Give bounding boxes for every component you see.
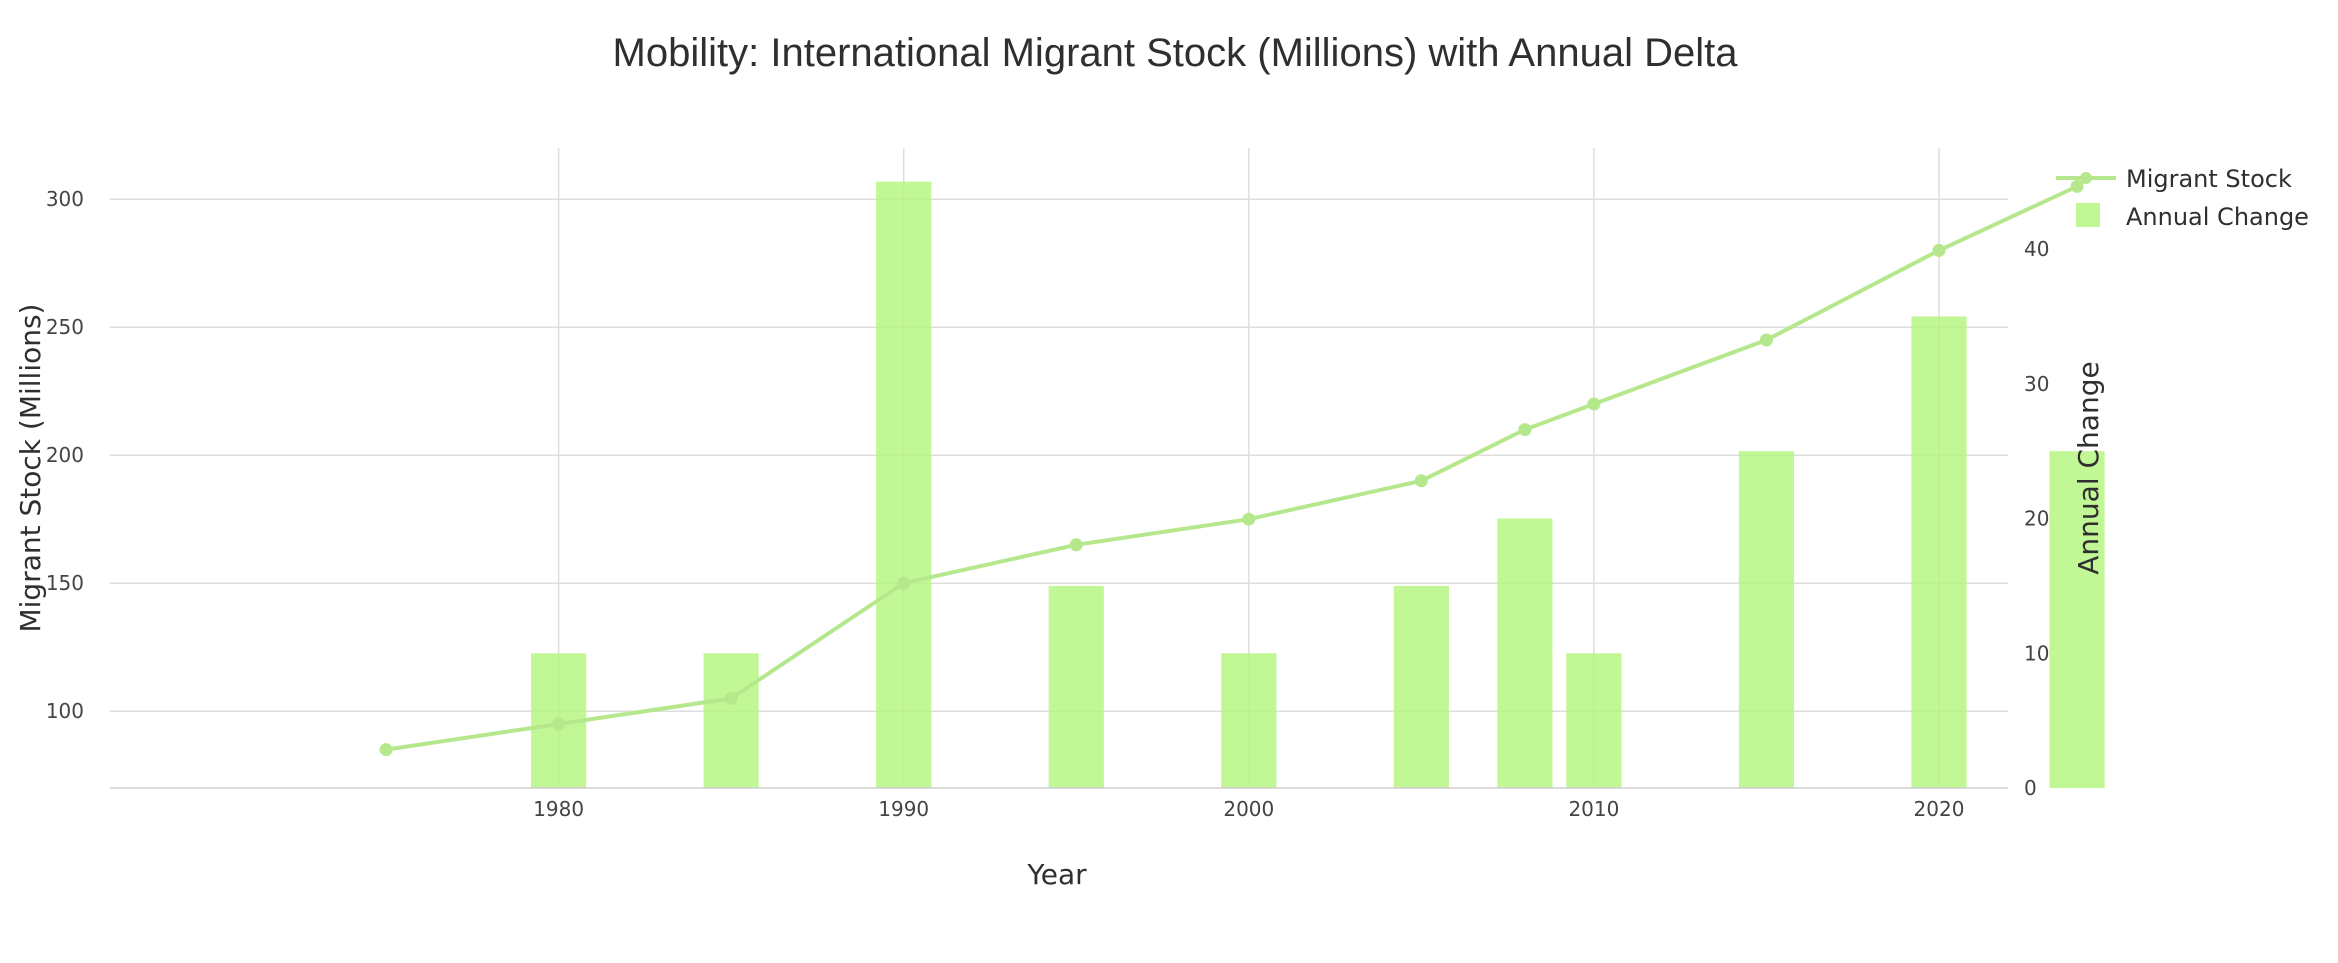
- bar-annual-change-2015[interactable]: [1738, 451, 1795, 788]
- point-migrant-stock-2015[interactable]: [1759, 333, 1773, 347]
- legend-marker-swatch: [2080, 172, 2092, 184]
- y2-tick-label: 10: [2024, 641, 2049, 665]
- y2-tick-label: 30: [2024, 372, 2049, 396]
- x-tick-label: 2010: [1568, 797, 1619, 821]
- line-series-migrant-stock: [379, 179, 2084, 757]
- point-migrant-stock-2020[interactable]: [1932, 243, 1946, 257]
- y-tick-label: 100: [46, 699, 84, 723]
- x-tick-label: 2020: [1914, 797, 1965, 821]
- bar-annual-change-2008[interactable]: [1497, 518, 1553, 788]
- point-migrant-stock-1985[interactable]: [724, 691, 738, 705]
- x-tick-label: 1990: [878, 797, 929, 821]
- bar-annual-change-2010[interactable]: [1566, 653, 1622, 788]
- y-tick-label: 250: [46, 315, 84, 339]
- legend-bar-swatch: [2076, 203, 2100, 227]
- bar-annual-change-2024[interactable]: [2049, 451, 2105, 788]
- legend-item-annual-change[interactable]: Annual Change: [2076, 203, 2309, 231]
- bar-annual-change-1990[interactable]: [876, 181, 932, 788]
- point-migrant-stock-1975[interactable]: [379, 743, 393, 757]
- point-migrant-stock-2008[interactable]: [1518, 423, 1532, 437]
- bar-series-annual-change: [531, 181, 2105, 788]
- x-tick-label: 2000: [1223, 797, 1274, 821]
- y-tick-label: 150: [46, 571, 84, 595]
- axes: 1980 1990 2000 2010 2020 100 150 200 250 300 0 10 20…: [46, 187, 2050, 821]
- bar-annual-change-1995[interactable]: [1048, 585, 1104, 788]
- y2-tick-label: 40: [2024, 237, 2049, 261]
- line-migrant-stock: [384, 184, 2080, 752]
- y-tick-label: 300: [46, 187, 84, 211]
- point-migrant-stock-1990[interactable]: [897, 576, 911, 590]
- bar-annual-change-2000[interactable]: [1221, 653, 1277, 788]
- y2-tick-label: 20: [2024, 507, 2049, 531]
- bar-annual-change-2020[interactable]: [1911, 316, 1967, 788]
- bar-annual-change-1985[interactable]: [703, 653, 759, 788]
- point-migrant-stock-2010[interactable]: [1587, 397, 1601, 411]
- y2-tick-label: 0: [2024, 776, 2037, 800]
- x-tick-label: 1980: [533, 797, 584, 821]
- x-axis-title: Year: [1026, 858, 1087, 891]
- legend-label-annual-change: Annual Change: [2126, 203, 2309, 231]
- point-migrant-stock-2005[interactable]: [1414, 474, 1428, 488]
- point-migrant-stock-2024[interactable]: [2070, 179, 2084, 193]
- y2-axis-title: Annual Change: [2072, 361, 2105, 574]
- point-migrant-stock-1980[interactable]: [552, 717, 566, 731]
- legend-label-migrant-stock: Migrant Stock: [2126, 165, 2292, 193]
- y-tick-label: 200: [46, 443, 84, 467]
- y-axis-title: Migrant Stock (Millions): [14, 304, 47, 633]
- point-migrant-stock-2000[interactable]: [1242, 512, 1256, 526]
- legend: Migrant Stock Annual Change: [2056, 165, 2309, 231]
- bar-annual-change-2005[interactable]: [1393, 585, 1449, 788]
- point-migrant-stock-1995[interactable]: [1069, 538, 1083, 552]
- legend-item-migrant-stock[interactable]: Migrant Stock: [2056, 165, 2292, 193]
- chart-title: Mobility: International Migrant Stock (M…: [613, 31, 1739, 75]
